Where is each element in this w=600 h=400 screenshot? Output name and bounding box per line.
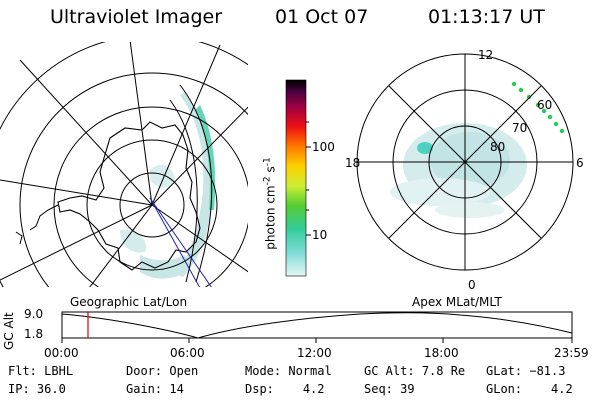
- polar-lat-70: 70: [512, 121, 528, 135]
- timeline-ytick-bottom: 1.8: [24, 327, 44, 341]
- info-ip: IP: 36.0: [8, 382, 66, 396]
- info-dsp: Dsp: 4.2: [245, 382, 325, 396]
- info-mode: Mode: Normal: [245, 364, 332, 378]
- antarctica-coastline: [57, 121, 201, 271]
- date-label: 01 Oct 07: [275, 6, 369, 28]
- instrument-title: Ultraviolet Imager: [50, 6, 223, 28]
- info-seq: Seq: 39: [364, 382, 415, 396]
- time-label: 01:13:17 UT: [428, 6, 545, 28]
- polar-label-noon: 12: [478, 48, 494, 62]
- timeline-ylabel: GC Alt: [2, 312, 16, 350]
- info-glat: GLat: −81.3: [486, 364, 566, 378]
- info-gc-alt: GC Alt: 7.8 Re: [364, 364, 466, 378]
- timeline-plot: [61, 311, 573, 343]
- timeline-ytick-top: 9.0: [24, 307, 44, 321]
- colorbar: [285, 79, 307, 277]
- right-panel-caption: Apex MLat/MLT: [412, 295, 502, 309]
- colorbar-tick-100: 100: [312, 140, 335, 154]
- info-gain: Gain: 14: [126, 382, 184, 396]
- polar-lat-60: 60: [537, 98, 553, 112]
- timeline-xtick-1: 06:00: [170, 346, 205, 360]
- colorbar-unit-label: photon cm-2 s-1: [262, 157, 278, 250]
- info-filter: Flt: LBHL: [8, 364, 74, 378]
- aurora-dots: [511, 81, 565, 134]
- timeline-xtick-0: 00:00: [44, 346, 79, 360]
- aurora-emission-left: [120, 92, 216, 279]
- info-glon: GLon: 4.2: [486, 382, 573, 396]
- polar-lat-80: 80: [490, 140, 506, 154]
- polar-label-midnight: 0: [468, 278, 476, 292]
- timeline-xtick-4: 23:59: [554, 346, 589, 360]
- left-panel-caption: Geographic Lat/Lon: [70, 295, 188, 309]
- colorbar-tick-10: 10: [312, 228, 328, 242]
- polar-label-dawn: 6: [576, 156, 584, 170]
- polar-plot: [356, 53, 574, 271]
- timeline-xtick-2: 12:00: [297, 346, 332, 360]
- polar-label-dusk: 18: [345, 156, 361, 170]
- info-door: Door: Open: [126, 364, 199, 378]
- timeline-xtick-3: 18:00: [424, 346, 459, 360]
